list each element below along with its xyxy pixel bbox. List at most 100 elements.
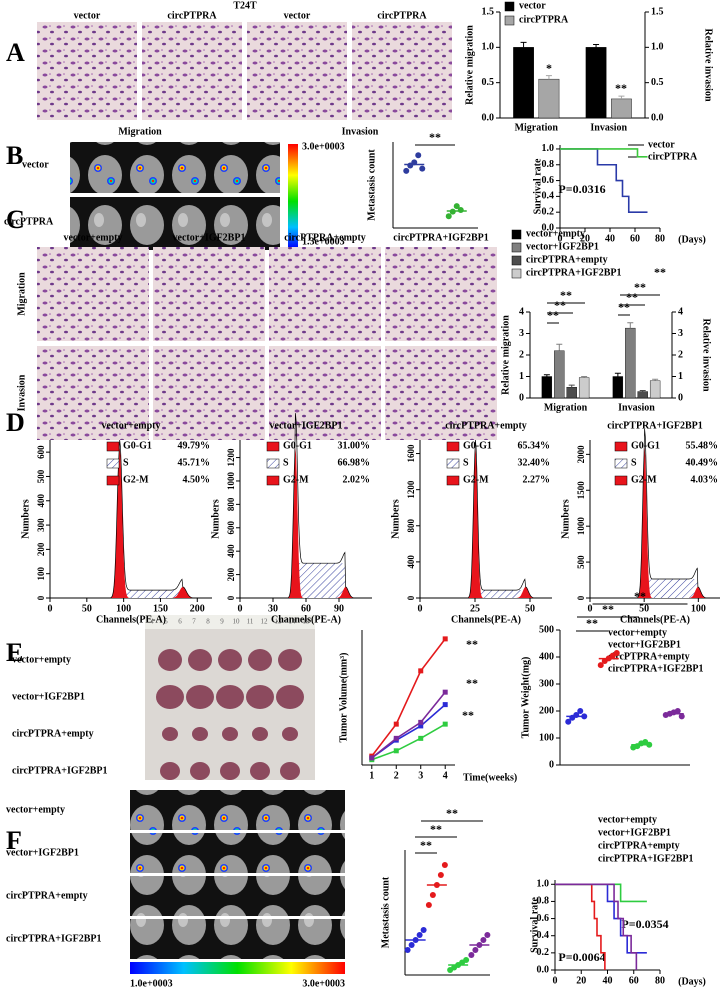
y-tick-label: 200 xyxy=(539,705,554,716)
legend-label: G0-G1 xyxy=(463,440,492,451)
histogram-outline xyxy=(590,428,720,599)
column-label: circPTPRA xyxy=(377,10,427,21)
y-tick-label: 400 xyxy=(406,555,416,569)
phase-g1 xyxy=(635,447,654,598)
legend-value: 4.03% xyxy=(691,474,719,485)
row-label: Migration xyxy=(16,272,27,316)
tumor xyxy=(188,649,212,671)
y-axis-label: Numbers xyxy=(560,499,571,539)
series-line xyxy=(371,723,446,761)
annotation: ** xyxy=(654,265,666,279)
point xyxy=(404,947,411,953)
legend-swatch xyxy=(511,229,522,240)
x-tick-label: 4 xyxy=(443,770,448,781)
legend-label: vector xyxy=(519,0,546,11)
bar xyxy=(566,387,577,399)
bar xyxy=(637,391,648,399)
y2-tick-label: 0.0 xyxy=(651,112,664,123)
legend-swatch xyxy=(106,475,120,486)
x-tick-label: 60 xyxy=(630,233,640,244)
x-tick-label: 200 xyxy=(190,603,205,614)
point xyxy=(463,957,470,963)
colorbar xyxy=(130,962,345,974)
y-tick-label: 200 xyxy=(36,542,46,556)
legend-label: circPTPRA+IGF2BP1 xyxy=(608,663,704,674)
legend-label: G0-G1 xyxy=(631,440,660,451)
marker xyxy=(418,735,424,741)
y-tick-label: 1200 xyxy=(226,448,236,467)
legend-value: 55.48% xyxy=(686,440,719,451)
row-label: circPTPRA+empty xyxy=(6,890,88,901)
y2-tick-label: 1 xyxy=(678,371,683,382)
colorbar xyxy=(288,144,298,248)
tumor xyxy=(156,685,184,709)
y-axis-label: Metastasis count xyxy=(380,876,391,948)
micrograph xyxy=(269,346,381,440)
colorbar-label: 3.0e+0003 xyxy=(302,978,345,989)
phase-s xyxy=(475,590,526,598)
bar xyxy=(611,98,632,119)
y-tick-label: 0.0 xyxy=(482,112,495,123)
y-tick-label: 400 xyxy=(36,494,46,508)
y-tick-label: 0.6 xyxy=(537,913,550,924)
y-tick-label: 400 xyxy=(226,544,236,558)
point xyxy=(674,708,681,714)
annotation: ** xyxy=(618,300,630,314)
legend-label: circPTPRA+IGF2BP1 xyxy=(598,853,694,864)
y-tick-label: 600 xyxy=(226,521,236,535)
x-tick-label: 80 xyxy=(655,975,665,986)
x-tick-label: 3 xyxy=(418,770,423,781)
legend-value: 40.49% xyxy=(686,457,719,468)
tumor xyxy=(278,649,302,671)
y-axis-label: Survival rate xyxy=(532,158,543,214)
marker xyxy=(442,702,448,708)
legend-swatch xyxy=(614,475,628,486)
annotation: ** xyxy=(466,637,478,651)
legend-label: G2-M xyxy=(631,474,657,485)
micrograph xyxy=(37,346,149,440)
y-tick-label: 0.8 xyxy=(542,159,555,170)
annotation: ** xyxy=(430,822,442,836)
phase-s xyxy=(295,563,346,598)
histogram-outline xyxy=(420,439,552,599)
y-tick-label: 100 xyxy=(539,732,554,743)
ruler-label: 9 xyxy=(220,618,224,626)
chart-title: vector+empty xyxy=(101,420,160,431)
panel-letter: A xyxy=(6,38,25,67)
y-axis-label: Relative migration xyxy=(464,25,475,105)
row-label: vector+IGF2BP1 xyxy=(6,847,79,858)
ruler-label: 8 xyxy=(206,618,210,626)
annotation: ** xyxy=(547,308,559,322)
y-tick-label: 0.4 xyxy=(542,191,555,202)
y-tick-label: 0 xyxy=(226,595,236,600)
y2-tick-label: 0.5 xyxy=(651,77,664,88)
phase-g2 xyxy=(169,586,195,598)
point xyxy=(449,208,456,215)
tumor xyxy=(160,762,180,780)
legend-swatch xyxy=(504,1,515,12)
legend-value: 4.50% xyxy=(183,474,211,485)
x-tick-label: 100 xyxy=(116,603,131,614)
point xyxy=(476,942,483,948)
y-tick-label: 600 xyxy=(36,445,46,459)
point xyxy=(577,708,584,714)
point xyxy=(403,167,410,174)
y-axis-label: Survival rate xyxy=(529,897,540,953)
legend-label: G2-M xyxy=(123,474,149,485)
annotation: ** xyxy=(634,280,646,294)
phase-s xyxy=(644,579,698,598)
tumor xyxy=(158,649,182,671)
x-tick-label: 90 xyxy=(334,603,344,614)
annotation: ** xyxy=(554,298,566,312)
legend-swatch xyxy=(106,458,120,469)
error-bar xyxy=(543,374,550,377)
annotation: ** xyxy=(446,806,458,820)
y-tick-label: 0.4 xyxy=(537,930,550,941)
y-tick-label: 100 xyxy=(36,566,46,580)
lung-image xyxy=(130,876,345,916)
group-label: Migration xyxy=(118,126,162,137)
x-tick-label: 0 xyxy=(238,603,243,614)
tumor xyxy=(276,685,304,709)
row-label: vector xyxy=(22,159,49,170)
annotation: P=0.0316 xyxy=(558,182,605,196)
